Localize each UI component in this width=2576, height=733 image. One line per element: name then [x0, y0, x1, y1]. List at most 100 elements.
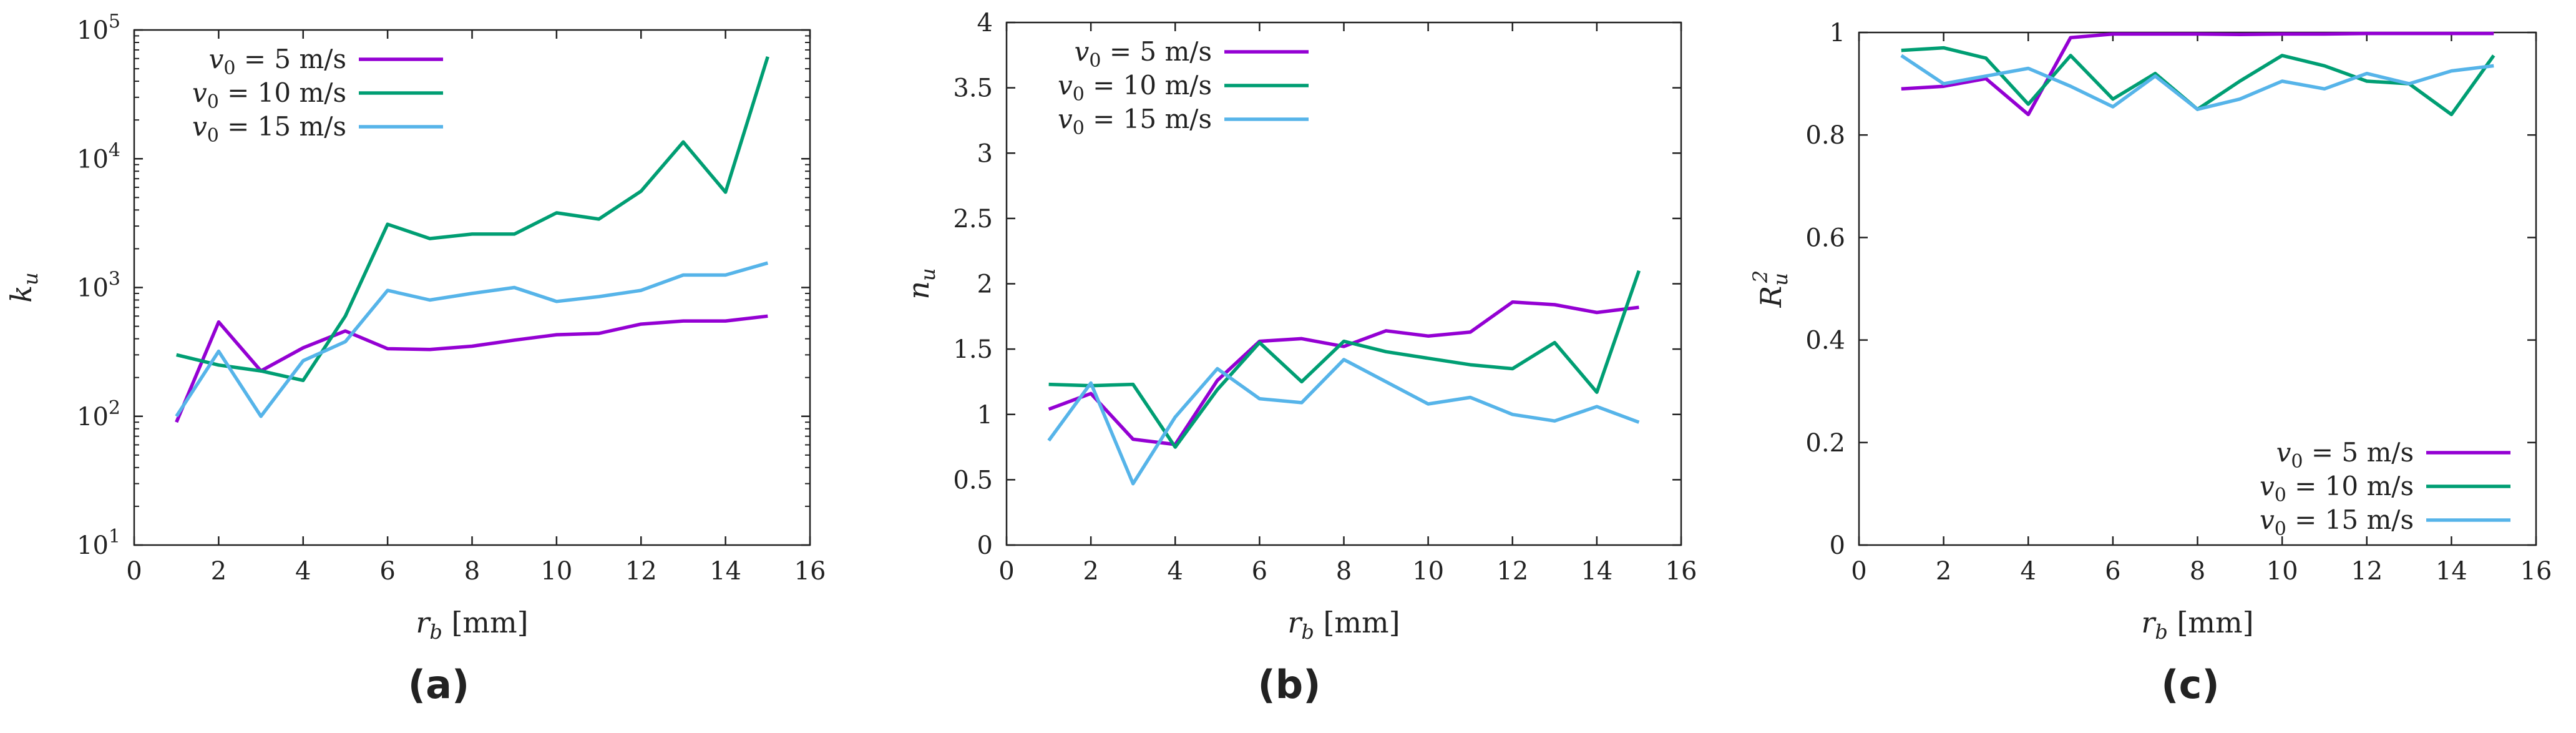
series-line-v15	[175, 261, 769, 418]
x-axis-label: rb [mm]	[2141, 606, 2253, 644]
legend-label-main: v	[2260, 504, 2275, 535]
x-tick-label: 4	[295, 557, 311, 586]
legend-label: v0 = 15 m/s	[192, 111, 346, 147]
x-tick-label: 14	[710, 557, 741, 586]
x-axis-label-unit: [mm]	[2168, 606, 2254, 639]
legend-label-sub: 0	[1073, 117, 1085, 139]
y-tick-label: 2.5	[953, 205, 993, 234]
x-tick-label: 6	[379, 557, 395, 586]
x-tick-label: 12	[625, 557, 657, 586]
legend-label-main: v	[209, 44, 224, 74]
x-tick-label: 12	[1496, 557, 1528, 586]
y-tick-label: 0.6	[1805, 224, 1845, 252]
x-axis-label-sub: b	[2155, 620, 2167, 644]
legend-label: v0 = 10 m/s	[192, 77, 346, 113]
y-axis-label-sup: 2	[1749, 270, 1772, 283]
y-tick-base: 10	[77, 403, 109, 431]
y-tick-label: 102	[77, 397, 120, 431]
legend-label-rest: = 10 m/s	[2286, 471, 2414, 501]
legend-label-main: v	[1058, 70, 1073, 101]
y-tick-label: 3	[977, 139, 993, 168]
legend-label-rest: = 15 m/s	[1085, 104, 1212, 134]
legend-label: v0 = 15 m/s	[2260, 504, 2414, 540]
chart-panel-b: 0 2 4 6 8 10 12 14 16 0 0.5 1 1.5 2 2.5 3 3.5 4 rb [mm] nu v…	[902, 9, 1697, 707]
y-tick-base: 10	[77, 531, 109, 560]
legend-label-sub: 0	[1089, 50, 1101, 72]
legend-label-sub: 0	[223, 57, 235, 79]
panel-label: (b)	[1257, 662, 1320, 707]
y-axis-label-sub: u	[19, 272, 42, 285]
x-tick-label: 6	[1252, 557, 1267, 586]
series-line-v5	[175, 314, 768, 423]
legend-label-sub: 0	[207, 91, 219, 113]
y-tick-base: 10	[77, 274, 109, 303]
y-tick-exp: 2	[109, 397, 120, 419]
x-axis-label-unit: [mm]	[1314, 606, 1400, 639]
legend-label-main: v	[1075, 36, 1090, 67]
y-tick-label: 101	[77, 526, 120, 560]
series-line-v5	[1048, 300, 1639, 446]
series-line-v5	[1901, 31, 2494, 117]
y-tick-label: 0.8	[1805, 121, 1845, 150]
y-axis-label-main: k	[4, 285, 38, 303]
x-axis-label: rb [mm]	[1287, 606, 1400, 644]
legend-label-rest: = 5 m/s	[2303, 437, 2414, 468]
legend-label-rest: = 10 m/s	[1085, 70, 1212, 101]
y-tick-label: 0.5	[953, 466, 993, 494]
legend-label-main: v	[2260, 471, 2275, 501]
series-line-v10	[1048, 270, 1641, 449]
y-tick-label: 2	[977, 270, 993, 299]
x-tick-label: 10	[1412, 557, 1444, 586]
legend-label: v0 = 10 m/s	[1058, 70, 1212, 106]
y-axis-label: ku	[4, 272, 42, 302]
y-tick-base: 10	[77, 16, 109, 45]
y-axis-label: Ru2	[1749, 270, 1792, 308]
legend-label: v0 = 5 m/s	[2276, 437, 2414, 473]
x-tick-label: 0	[1851, 557, 1866, 586]
x-tick-label: 16	[794, 557, 826, 586]
x-tick-label: 8	[464, 557, 480, 586]
x-tick-label: 8	[2190, 557, 2205, 586]
legend-label-rest: = 15 m/s	[219, 111, 346, 142]
x-tick-label: 2	[211, 557, 227, 586]
y-axis-label-sub: u	[1769, 273, 1792, 286]
x-axis-label-main: r	[2141, 606, 2157, 639]
y-tick-label: 1	[1830, 19, 1845, 47]
x-tick-label: 0	[998, 557, 1014, 586]
x-tick-label: 8	[1336, 557, 1352, 586]
y-tick-label: 105	[77, 11, 120, 45]
x-axis-label-main: r	[416, 606, 431, 639]
legend-label-sub: 0	[2275, 518, 2286, 540]
legend-label-sub: 0	[2291, 451, 2303, 473]
y-tick-exp: 3	[109, 268, 120, 290]
series-line-v10	[176, 56, 769, 383]
y-tick-exp: 4	[109, 139, 120, 161]
y-axis-label-sub: u	[916, 268, 940, 281]
legend-label: v0 = 5 m/s	[1075, 36, 1212, 72]
legend-label-sub: 0	[2275, 485, 2286, 506]
legend-label-sub: 0	[207, 125, 219, 147]
legend-label: v0 = 15 m/s	[1058, 104, 1212, 139]
y-tick-label: 0	[977, 531, 993, 560]
legend-label-rest: = 5 m/s	[1101, 36, 1212, 67]
x-tick-label: 14	[2436, 557, 2467, 586]
y-tick-label: 0	[1830, 531, 1845, 560]
legend-label-main: v	[2276, 437, 2291, 468]
series-line-v15	[1900, 54, 2494, 111]
y-tick-base: 10	[77, 145, 109, 174]
panel-label: (c)	[2161, 662, 2219, 707]
x-tick-label: 16	[2520, 557, 2552, 586]
y-tick-label: 1.5	[953, 335, 993, 364]
y-axis-label: nu	[902, 268, 940, 299]
x-axis-label-main: r	[1287, 606, 1303, 639]
x-tick-label: 4	[1168, 557, 1183, 586]
legend-label: v0 = 5 m/s	[209, 44, 346, 79]
y-tick-label: 0.2	[1805, 429, 1845, 458]
plot-frame	[1005, 21, 1682, 546]
y-tick-label: 103	[77, 268, 120, 303]
panel-label: (a)	[408, 662, 470, 707]
legend-label: v0 = 10 m/s	[2260, 471, 2414, 506]
